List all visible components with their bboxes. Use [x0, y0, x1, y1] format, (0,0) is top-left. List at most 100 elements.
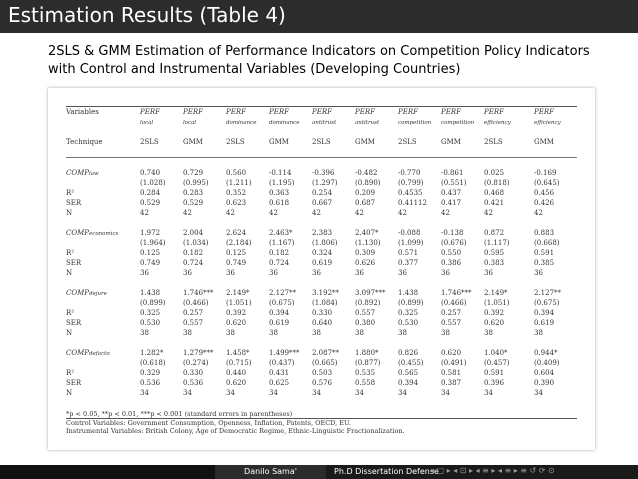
ser-cell: 0.394 — [398, 379, 419, 387]
r2-cell: 0.363 — [269, 189, 290, 197]
footer-event-label: Ph.D Dissertation Defense — [334, 467, 439, 476]
header-perf: PERF — [534, 108, 554, 116]
table-rule — [66, 96, 577, 107]
n-cell: 36 — [534, 269, 543, 277]
n-cell: 36 — [312, 269, 321, 277]
r2-cell: 0.352 — [226, 189, 247, 197]
header-subscript: antitrust — [312, 117, 355, 127]
header-subscript: competition — [441, 117, 484, 127]
coef-cell: -0.114 — [269, 169, 292, 177]
technique-cell: GMM — [355, 138, 375, 146]
ser-cell: 0.529 — [183, 199, 204, 207]
section-variable: COMPdejure — [66, 288, 140, 298]
r2-cell: 0.392 — [226, 309, 247, 317]
ser-row: SER 0.530 0.557 0.620 0.619 0.640 0.380 0.530 0.… — [66, 318, 577, 328]
r2-cell: 0.325 — [140, 309, 161, 317]
se-cell: (0.665) — [312, 359, 338, 367]
var-name: COMP — [66, 169, 89, 177]
beamer-navigation-icons[interactable]: ◂ □ ▸ ◂ ⊡ ▸ ◂ ≡ ▸ ◂ ≡ ▸ ≡ ↺ ⟳ ⊙ — [430, 466, 555, 475]
coef-cell: 1.279*** — [183, 349, 214, 357]
n-row: N 34 34 34 34 34 34 34 34 34 34 — [66, 388, 577, 398]
n-cell: 42 — [534, 209, 543, 217]
r2-cell: 0.591 — [484, 369, 505, 377]
ser-cell: 0.557 — [183, 319, 204, 327]
ser-label: SER — [66, 259, 82, 267]
n-cell: 38 — [269, 329, 278, 337]
se-cell: (0.995) — [183, 179, 209, 187]
coef-row: COMPeconomics 1.972 2.004 2.624 2.463* 2.383 2… — [66, 228, 577, 238]
se-cell: (1.099) — [398, 239, 424, 247]
header-technique: Technique — [66, 138, 103, 146]
coef-cell: 0.729 — [183, 169, 204, 177]
var-subscript: law — [88, 171, 99, 177]
coef-cell: 0.944* — [534, 349, 558, 357]
r2-cell: 0.394 — [269, 309, 290, 317]
r2-cell: 0.309 — [355, 249, 376, 257]
coef-cell: 0.025 — [484, 169, 505, 177]
header-sub-label: antitrust — [312, 120, 337, 126]
results-table-image: Variables PERF PERF PERF PERF PERF PERF PERF PER… — [48, 88, 595, 450]
n-cell: 42 — [398, 209, 407, 217]
coef-cell: 3.192** — [312, 289, 340, 297]
ser-cell: 0.530 — [398, 319, 419, 327]
header-column: PERF — [355, 107, 398, 118]
n-cell: 36 — [441, 269, 450, 277]
r2-cell: 0.182 — [183, 249, 204, 257]
se-cell: (0.466) — [183, 299, 209, 307]
ser-cell: 0.396 — [484, 379, 505, 387]
ser-cell: 0.530 — [140, 319, 161, 327]
ser-cell: 0.417 — [441, 199, 462, 207]
coef-cell: -0.770 — [398, 169, 421, 177]
se-row: (1.028) (0.995) (1.211) (1.195) (1.297) (0.89… — [66, 178, 577, 188]
slide-title: Estimation Results (Table 4) — [8, 3, 286, 27]
ser-cell: 0.618 — [269, 199, 290, 207]
n-cell: 38 — [140, 329, 149, 337]
ser-cell: 0.619 — [269, 319, 290, 327]
se-cell: (0.457) — [484, 359, 510, 367]
subtitle-line-1: 2SLS & GMM Estimation of Performance Ind… — [48, 44, 590, 59]
se-cell: (2.184) — [226, 239, 252, 247]
se-cell: (0.668) — [534, 239, 560, 247]
header-perf: PERF — [398, 108, 418, 116]
r2-cell: 0.437 — [441, 189, 462, 197]
header-sub-label: local — [140, 120, 154, 126]
r2-cell: 0.468 — [484, 189, 505, 197]
table-rule — [66, 278, 577, 288]
header-sub-label: competition — [441, 120, 475, 126]
table-rule — [66, 147, 577, 158]
se-cell: (0.455) — [398, 359, 424, 367]
n-cell: 34 — [269, 389, 278, 397]
header-column: PERF — [183, 107, 226, 118]
r2-cell: 0.125 — [226, 249, 247, 257]
table-rule — [66, 398, 577, 408]
coef-cell: 3.097*** — [355, 289, 386, 297]
n-row: N 38 38 38 38 38 38 38 38 38 38 — [66, 328, 577, 338]
ser-cell: 0.724 — [183, 259, 204, 267]
r2-cell: 0.392 — [484, 309, 505, 317]
r2-cell: 0.550 — [441, 249, 462, 257]
r2-cell: 0.431 — [269, 369, 290, 377]
header-row: Variables PERF PERF PERF PERF PERF PERF PERF PER… — [66, 107, 577, 118]
coef-row: COMPdefacto 1.282* 1.279*** 1.458* 1.499*** 2… — [66, 348, 577, 358]
r2-cell: 0.257 — [441, 309, 462, 317]
se-cell: (1.167) — [269, 239, 295, 247]
header-subscript: dominance — [226, 117, 269, 127]
se-cell: (0.892) — [355, 299, 381, 307]
coef-cell: 2.149* — [226, 289, 250, 297]
ser-cell: 0.749 — [226, 259, 247, 267]
r2-cell: 0.254 — [312, 189, 333, 197]
header-perf: PERF — [183, 108, 203, 116]
r2-cell: 0.125 — [140, 249, 161, 257]
coef-row: COMPlaw 0.740 0.729 0.560 -0.114 -0.396 -0.482… — [66, 168, 577, 178]
n-cell: 36 — [398, 269, 407, 277]
r2-cell: 0.571 — [398, 249, 419, 257]
r2-cell: 0.591 — [534, 249, 555, 257]
technique-cell: 2SLS — [398, 138, 417, 146]
table-rule — [66, 218, 577, 228]
n-cell: 42 — [441, 209, 450, 217]
se-cell: (1.028) — [140, 179, 166, 187]
n-label: N — [66, 209, 73, 217]
coef-cell: 0.560 — [226, 169, 247, 177]
ser-cell: 0.426 — [534, 199, 555, 207]
n-label: N — [66, 389, 73, 397]
